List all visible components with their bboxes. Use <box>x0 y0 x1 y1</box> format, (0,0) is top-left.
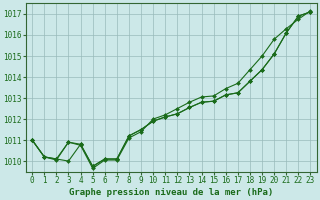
X-axis label: Graphe pression niveau de la mer (hPa): Graphe pression niveau de la mer (hPa) <box>69 188 274 197</box>
